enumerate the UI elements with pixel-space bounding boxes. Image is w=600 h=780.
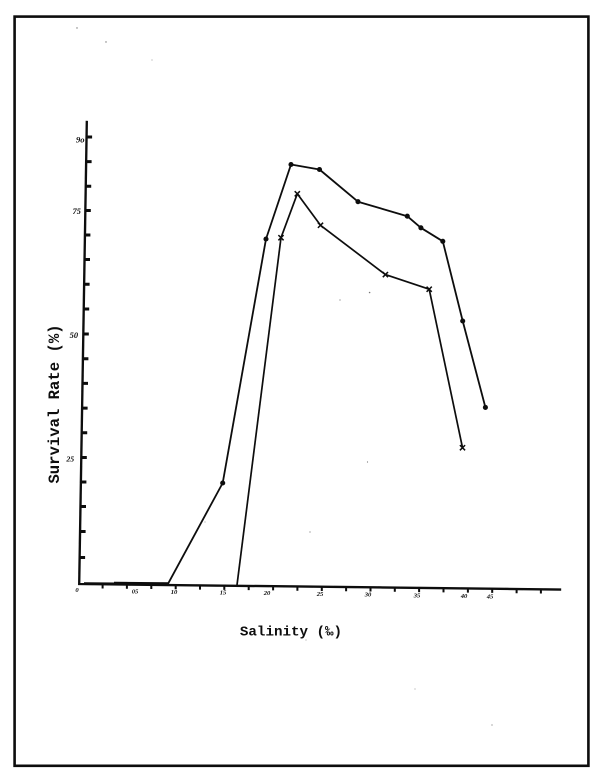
svg-text:35: 35 <box>413 592 421 599</box>
svg-text:05: 05 <box>132 589 139 596</box>
svg-text:25: 25 <box>65 454 74 463</box>
svg-text:40: 40 <box>460 593 468 600</box>
svg-text:0: 0 <box>75 587 79 594</box>
svg-text:45: 45 <box>486 593 494 600</box>
svg-text:75: 75 <box>73 207 81 216</box>
svg-text:Survival Rate (%): Survival Rate (%) <box>46 324 64 483</box>
svg-text:50: 50 <box>70 331 79 340</box>
svg-text:30: 30 <box>364 592 372 599</box>
svg-text:15: 15 <box>220 590 227 597</box>
svg-text:25: 25 <box>316 591 324 598</box>
svg-text:Salinity (‰): Salinity (‰) <box>240 625 342 641</box>
svg-text:20: 20 <box>263 590 271 597</box>
svg-text:10: 10 <box>171 589 178 596</box>
svg-text:9o: 9o <box>76 135 85 145</box>
